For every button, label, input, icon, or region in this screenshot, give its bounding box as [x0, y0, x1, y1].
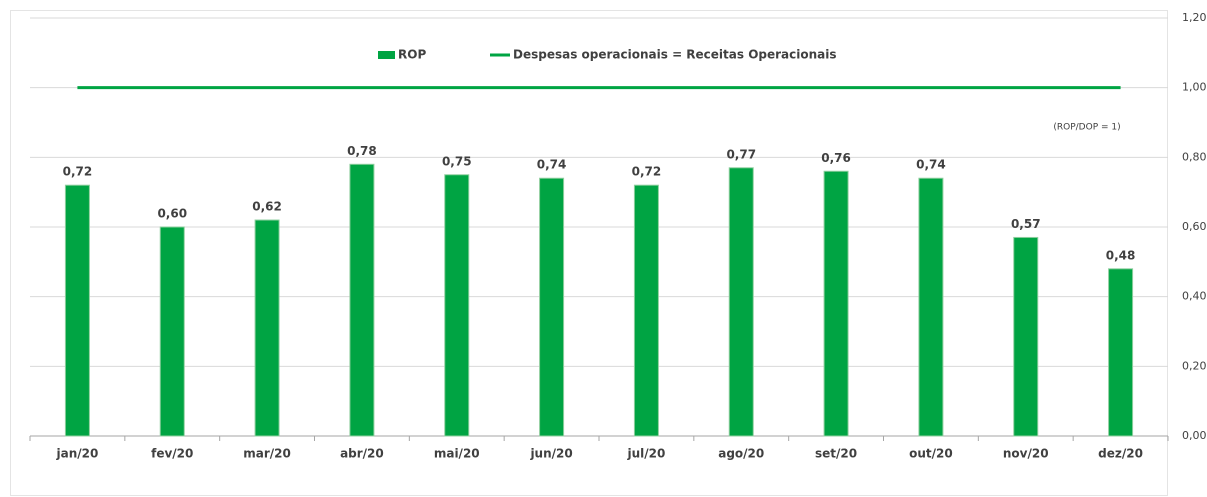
value-label: 0,78 [347, 144, 377, 158]
bar [64, 184, 90, 437]
legend-swatch [378, 51, 395, 59]
legend-label: Despesas operacionais = Receitas Operaci… [513, 48, 837, 62]
x-tick-label: mar/20 [243, 447, 291, 461]
y-tick-label: 0,80 [1182, 150, 1207, 163]
value-label: 0,48 [1106, 248, 1136, 262]
bar [254, 219, 280, 437]
x-tick-label: set/20 [815, 447, 857, 461]
y-tick-label: 1,00 [1182, 81, 1207, 94]
bar [728, 167, 754, 437]
x-tick-label: abr/20 [340, 447, 384, 461]
x-tick-label: jan/20 [55, 447, 98, 461]
value-label: 0,76 [821, 151, 851, 165]
y-tick-label: 0,20 [1182, 359, 1207, 372]
value-label: 0,62 [252, 200, 282, 214]
chart-frame [10, 10, 1168, 496]
bar [444, 174, 470, 437]
x-tick-label: jul/20 [626, 447, 665, 461]
x-tick-label: ago/20 [718, 447, 764, 461]
y-tick-label: 0,00 [1182, 429, 1207, 442]
value-label: 0,74 [916, 158, 946, 172]
y-tick-label: 0,60 [1182, 220, 1207, 233]
x-tick-label: mai/20 [434, 447, 480, 461]
bar [918, 177, 944, 437]
value-label: 0,60 [157, 207, 187, 221]
value-label: 0,74 [537, 158, 567, 172]
bar [1108, 268, 1134, 437]
value-label: 0,77 [726, 147, 756, 161]
value-label: 0,72 [63, 165, 93, 179]
bar [159, 226, 185, 437]
bar [349, 163, 375, 437]
value-label: 0,72 [632, 165, 662, 179]
bar [539, 177, 565, 437]
y-tick-label: 0,40 [1182, 290, 1207, 303]
x-tick-label: jun/20 [529, 447, 572, 461]
y-tick-label: 1,20 [1182, 11, 1207, 24]
legend-label: ROP [398, 48, 426, 62]
bar [1013, 236, 1039, 437]
x-tick-label: dez/20 [1098, 447, 1143, 461]
value-label: 0,75 [442, 154, 472, 168]
bar [823, 170, 849, 437]
value-label: 0,57 [1011, 217, 1041, 231]
x-tick-label: nov/20 [1003, 447, 1049, 461]
x-tick-label: fev/20 [151, 447, 193, 461]
x-tick-label: out/20 [909, 447, 953, 461]
annotation: (ROP/DOP = 1) [1053, 123, 1120, 133]
bar [633, 184, 659, 437]
